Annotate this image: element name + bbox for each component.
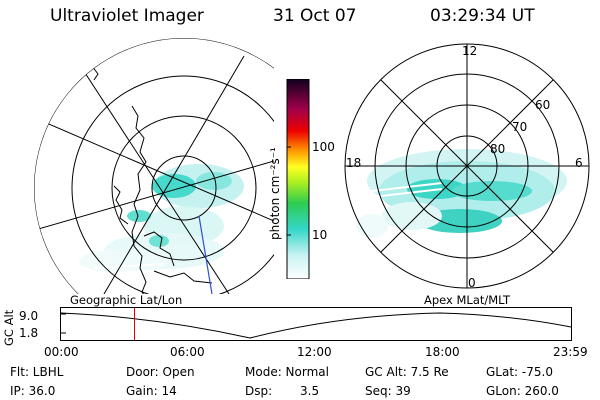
info-gain: Gain: 14 xyxy=(126,384,177,398)
timeline-xtick-0000: 00:00 xyxy=(44,345,79,359)
altitude-timeline xyxy=(60,307,572,341)
info-ip: IP: 36.0 xyxy=(10,384,56,398)
polar-aurora xyxy=(356,149,567,238)
colorbar-unit-label: photon cm⁻²s⁻¹ xyxy=(268,147,282,240)
mlt-label-0: 0 xyxy=(468,276,476,290)
info-gc-alt: GC Alt: 7.5 Re xyxy=(365,365,449,379)
info-glat: GLat: -75.0 xyxy=(486,365,553,379)
timeline-ytick-low: 1.8 xyxy=(19,326,39,340)
info-mode: Mode: Normal xyxy=(245,365,329,379)
info-seq: Seq: 39 xyxy=(365,384,411,398)
geo-aurora xyxy=(79,164,244,275)
mlt-label-12: 12 xyxy=(462,44,478,58)
polar-plot xyxy=(344,43,590,289)
info-flt: Flt: LBHL xyxy=(10,365,64,379)
timeline-ylabel: GC Alt xyxy=(2,309,16,346)
info-dsp-value: 3.5 xyxy=(300,384,320,398)
timeline-xtick-1200: 12:00 xyxy=(297,345,332,359)
apex-label: Apex MLat/MLT xyxy=(424,293,511,307)
colorbar-tick-10: 10 xyxy=(312,228,328,242)
timeline-xtick-2359: 23:59 xyxy=(553,345,588,359)
coastline xyxy=(53,55,213,294)
polar-grid xyxy=(344,43,590,289)
timeline-xtick-1800: 18:00 xyxy=(425,345,460,359)
timeline-ytick-high: 9.0 xyxy=(19,309,39,323)
mlat-label-80: 80 xyxy=(490,142,506,156)
info-door: Door: Open xyxy=(126,365,195,379)
info-dsp-label: Dsp: xyxy=(245,384,273,398)
date-label: 31 Oct 07 xyxy=(273,6,357,26)
instrument-title: Ultraviolet Imager xyxy=(50,6,204,26)
mlat-label-60: 60 xyxy=(535,98,551,112)
info-glon: GLon: 260.0 xyxy=(486,384,559,398)
geographic-map xyxy=(34,38,274,294)
mlt-label-18: 18 xyxy=(346,156,362,170)
geographic-label: Geographic Lat/Lon xyxy=(70,293,183,307)
time-label: 03:29:34 UT xyxy=(430,6,535,26)
mlat-label-70: 70 xyxy=(512,120,528,134)
colorbar-tick-100: 100 xyxy=(312,140,335,154)
mlt-label-6: 6 xyxy=(575,156,583,170)
timeline-xtick-0600: 06:00 xyxy=(170,345,205,359)
colorbar xyxy=(286,79,310,279)
